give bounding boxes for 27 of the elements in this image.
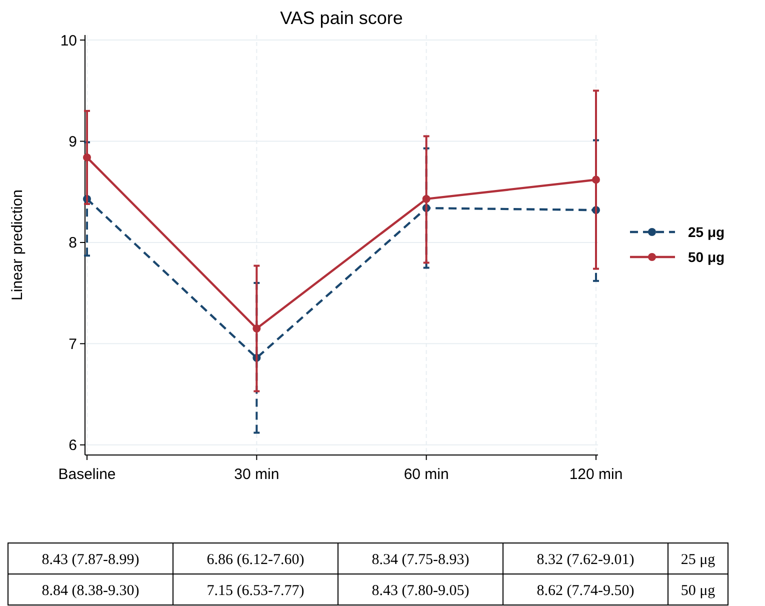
y-tick-label: 8 bbox=[68, 234, 77, 252]
x-tick-label: 120 min bbox=[569, 466, 623, 483]
data-label: 8.62 (7.74-9.50) bbox=[536, 582, 634, 599]
y-tick-label: 9 bbox=[68, 134, 77, 151]
text: 25 μg bbox=[680, 552, 716, 568]
x-tick-label: 30 min bbox=[234, 466, 280, 483]
point bbox=[592, 176, 600, 184]
x-tick-label: 60 min bbox=[404, 466, 449, 483]
x-tick-label: Baseline bbox=[58, 466, 116, 483]
y-tick-label: 6 bbox=[68, 437, 77, 454]
data-label: 8.43 (7.87-8.99) bbox=[42, 552, 140, 568]
data-label: 8.32 (7.62-9.01) bbox=[536, 552, 634, 568]
y-axis-title: Linear prediction bbox=[9, 190, 26, 300]
legend-label: 50 μg bbox=[688, 248, 725, 265]
point bbox=[83, 153, 91, 162]
data-label: 8.34 (7.75-8.93) bbox=[372, 552, 470, 568]
chart-title: VAS pain score bbox=[280, 8, 403, 28]
data-label: 7.15 (6.53-7.77) bbox=[206, 582, 304, 599]
point bbox=[252, 324, 261, 332]
legend-label: 25 μg bbox=[688, 224, 725, 240]
data-label: 6.86 (6.12-7.60) bbox=[206, 552, 304, 568]
point bbox=[422, 194, 430, 203]
y-tick-label: 10 bbox=[60, 32, 77, 50]
text: 50 μg bbox=[680, 582, 716, 599]
data-label: 8.43 (7.80-9.05) bbox=[372, 582, 470, 599]
y-tick-label: 7 bbox=[68, 336, 77, 353]
data-label: 8.84 (8.38-9.30) bbox=[42, 582, 140, 599]
